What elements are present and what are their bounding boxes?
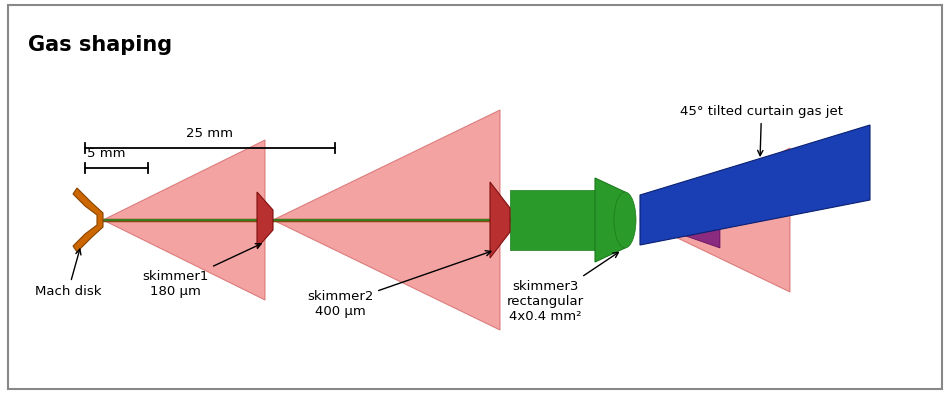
Text: skimmer1
180 μm: skimmer1 180 μm — [142, 244, 261, 298]
Text: 45° tilted curtain gas jet: 45° tilted curtain gas jet — [680, 105, 843, 156]
Text: 5 mm: 5 mm — [87, 147, 125, 160]
Text: 25 mm: 25 mm — [186, 127, 234, 140]
Text: Gas shaping: Gas shaping — [28, 35, 172, 55]
Polygon shape — [595, 178, 625, 262]
Polygon shape — [490, 182, 510, 258]
Polygon shape — [103, 140, 265, 300]
Polygon shape — [640, 192, 720, 248]
Text: skimmer2
400 μm: skimmer2 400 μm — [307, 251, 491, 318]
Text: skimmer3
rectangular
4x0.4 mm²: skimmer3 rectangular 4x0.4 mm² — [506, 252, 618, 323]
Polygon shape — [640, 148, 790, 292]
Polygon shape — [257, 192, 273, 248]
Bar — [510, 190, 595, 250]
Polygon shape — [73, 188, 103, 252]
Text: Mach disk: Mach disk — [35, 249, 102, 298]
Ellipse shape — [614, 192, 636, 248]
Polygon shape — [273, 110, 500, 330]
Polygon shape — [640, 125, 870, 245]
